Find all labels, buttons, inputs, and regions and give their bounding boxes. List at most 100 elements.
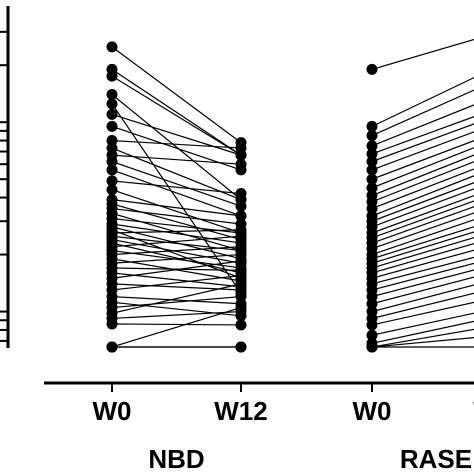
pair-line: [371, 38, 474, 70]
data-point: [235, 255, 247, 267]
pair-line: [371, 200, 474, 239]
pair-line: [371, 219, 474, 256]
pair-line: [111, 295, 242, 309]
pair-line: [371, 337, 474, 348]
pair-line: [111, 207, 242, 225]
data-point: [235, 341, 247, 353]
pair-line: [111, 169, 242, 217]
pair-line: [111, 94, 242, 201]
data-point: [106, 156, 118, 168]
axis-labels: W0W12W0W12NBDRASE: [93, 396, 474, 474]
pair-line: [111, 323, 242, 326]
pair-line: [111, 180, 242, 195]
pair-line: [111, 189, 242, 234]
pair-line: [371, 76, 474, 127]
pair-line: [111, 46, 242, 144]
pair-line: [111, 68, 242, 156]
pair-line: [371, 292, 474, 320]
pair-line: [111, 310, 242, 320]
x-tick-label: W0: [353, 396, 392, 426]
pair-line: [371, 226, 474, 260]
axes: [0, 6, 474, 392]
pair-line: [111, 203, 242, 241]
data-point: [106, 70, 118, 82]
group-label: RASE: [400, 444, 472, 474]
pair-line: [111, 274, 242, 291]
pair-line: [111, 238, 242, 264]
pair-line: [371, 269, 474, 298]
pair-line: [371, 206, 474, 244]
pair-line: [111, 235, 242, 248]
pair-line: [371, 182, 474, 222]
pair-line: [111, 199, 242, 217]
pair-line: [371, 154, 474, 197]
data-point: [106, 135, 118, 147]
pair-line: [371, 236, 474, 269]
data-point: [235, 188, 247, 200]
data-point: [235, 230, 247, 242]
data-point: [366, 140, 378, 152]
data-point: [106, 108, 118, 120]
plot-area: [106, 38, 474, 353]
data-point: [106, 184, 118, 196]
pair-line: [371, 212, 474, 250]
pair-line: [371, 175, 474, 217]
x-tick-label: W12: [214, 396, 267, 426]
data-point: [106, 318, 118, 330]
pair-line: [371, 89, 474, 137]
pair-line: [111, 154, 242, 165]
data-point: [235, 270, 247, 282]
data-point: [366, 164, 378, 176]
pair-line: [371, 161, 474, 203]
pair-line: [371, 131, 474, 171]
data-point: [235, 142, 247, 154]
series-lines-rase: [371, 38, 474, 348]
data-point: [235, 210, 247, 222]
data-point: [366, 120, 378, 132]
data-point: [235, 241, 247, 253]
series-points-rase: [366, 63, 378, 353]
pair-line: [371, 320, 474, 344]
pair-line: [371, 104, 474, 147]
pair-line: [371, 116, 474, 155]
pair-line: [111, 242, 242, 274]
pair-line: [111, 139, 242, 149]
pair-line: [111, 229, 242, 234]
data-point: [366, 148, 378, 160]
series-points-nbd: [106, 41, 247, 353]
data-point: [235, 302, 247, 314]
data-point: [366, 173, 378, 185]
data-point: [366, 298, 378, 310]
data-point: [106, 341, 118, 353]
pair-line: [111, 306, 242, 348]
data-point: [106, 120, 118, 132]
pair-line: [111, 246, 242, 256]
pair-line: [111, 75, 242, 156]
data-point: [106, 98, 118, 110]
data-point: [106, 175, 118, 187]
pair-line: [371, 123, 474, 163]
pair-line: [371, 168, 474, 210]
pair-line: [371, 194, 474, 234]
data-point: [235, 278, 247, 290]
pair-line: [111, 223, 242, 244]
data-point: [106, 89, 118, 101]
pair-line: [371, 262, 474, 291]
pair-line: [111, 103, 242, 294]
pair-line: [371, 188, 474, 228]
data-point: [366, 319, 378, 331]
data-point: [366, 341, 378, 353]
pair-line: [371, 284, 474, 313]
data-point: [366, 63, 378, 75]
data-point: [366, 182, 378, 194]
pair-line: [371, 243, 474, 274]
pair-line: [371, 256, 474, 285]
data-point: [235, 158, 247, 170]
data-point: [106, 164, 118, 176]
group-label: NBD: [148, 444, 204, 474]
pair-line: [111, 160, 242, 207]
pair-line: [371, 231, 474, 264]
data-point: [366, 329, 378, 341]
pair-line: [371, 276, 474, 305]
